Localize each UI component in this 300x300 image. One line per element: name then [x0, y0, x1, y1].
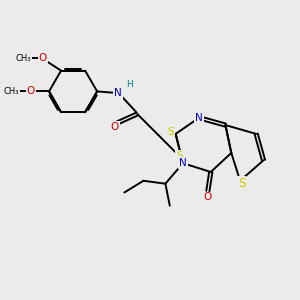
Text: S: S: [167, 128, 174, 137]
Text: S: S: [238, 177, 245, 190]
Text: S: S: [176, 151, 183, 161]
Text: CH₃: CH₃: [4, 87, 19, 96]
Text: N: N: [179, 158, 187, 168]
Text: N: N: [114, 88, 122, 98]
Text: CH₃: CH₃: [16, 54, 31, 63]
Text: N: N: [195, 113, 203, 123]
Text: O: O: [204, 193, 212, 202]
Text: O: O: [39, 53, 47, 63]
Text: H: H: [126, 80, 133, 89]
Text: O: O: [111, 122, 119, 132]
Text: O: O: [27, 86, 35, 96]
